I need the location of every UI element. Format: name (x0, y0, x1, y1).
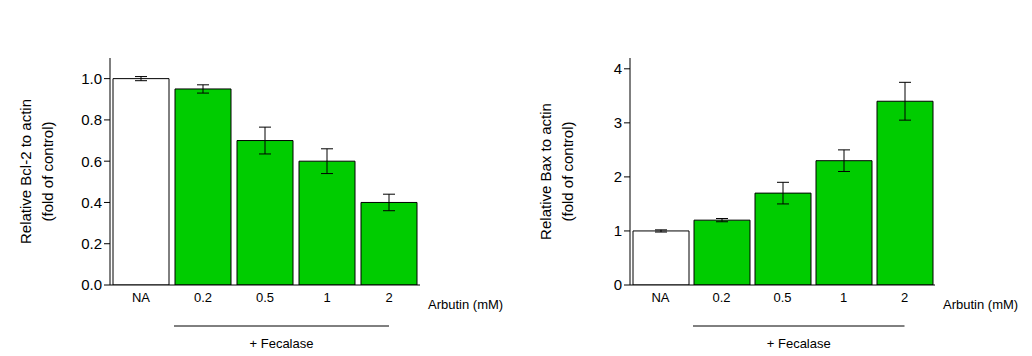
svg-text:(fold of control): (fold of control) (559, 121, 576, 221)
svg-text:Relative Bax to actin: Relative Bax to actin (537, 103, 554, 240)
svg-text:Relative Bcl-2 to actin: Relative Bcl-2 to actin (17, 99, 34, 244)
svg-text:+ Fecalase: + Fecalase (767, 336, 831, 351)
svg-text:(fold of control): (fold of control) (39, 121, 56, 221)
svg-text:1.0: 1.0 (81, 70, 102, 87)
svg-text:0.2: 0.2 (81, 235, 102, 252)
svg-text:2: 2 (614, 168, 622, 185)
svg-text:0.4: 0.4 (81, 194, 102, 211)
svg-text:NA: NA (651, 290, 669, 305)
svg-text:2: 2 (901, 290, 908, 305)
svg-text:1: 1 (840, 290, 847, 305)
svg-text:0.0: 0.0 (81, 276, 102, 293)
svg-text:0.6: 0.6 (81, 153, 102, 170)
svg-text:0: 0 (614, 276, 622, 293)
svg-text:1: 1 (614, 222, 622, 239)
svg-text:2: 2 (385, 290, 392, 305)
svg-text:0.8: 0.8 (81, 111, 102, 128)
svg-text:0.5: 0.5 (773, 290, 791, 305)
svg-text:NA: NA (132, 290, 150, 305)
svg-text:0.5: 0.5 (256, 290, 274, 305)
svg-text:+ Fecalase: + Fecalase (250, 336, 314, 351)
svg-text:3: 3 (614, 114, 622, 131)
svg-text:1: 1 (323, 290, 330, 305)
svg-text:Arbutin (mM): Arbutin (mM) (428, 297, 503, 312)
svg-text:0.2: 0.2 (194, 290, 212, 305)
svg-text:0.2: 0.2 (712, 290, 730, 305)
svg-text:4: 4 (614, 60, 622, 77)
svg-text:Arbutin (mM): Arbutin (mM) (943, 297, 1018, 312)
